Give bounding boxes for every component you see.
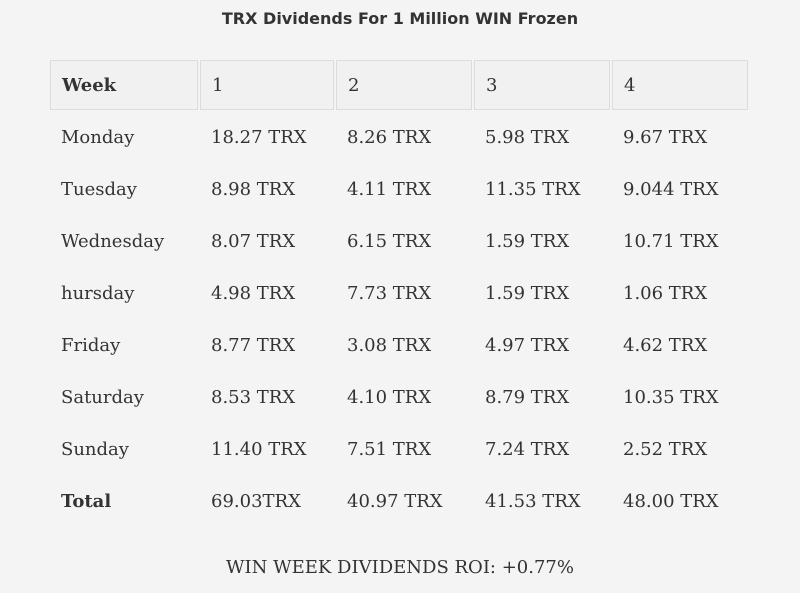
table-cell: 1.59 TRX <box>485 282 570 304</box>
row-label: Total <box>61 490 112 512</box>
column-header-week-4: 4 <box>612 60 748 110</box>
table-cell: 8.53 TRX <box>211 386 296 408</box>
table-cell: 3.08 TRX <box>347 334 432 356</box>
row-label: Tuesday <box>61 178 137 200</box>
column-header-week-1: 1 <box>200 60 334 110</box>
total-row: Total 69.03TRX 40.97 TRX 41.53 TRX 48.00… <box>50 476 748 526</box>
total-cell: 40.97 TRX <box>347 490 443 512</box>
table-cell: 4.11 TRX <box>347 178 432 200</box>
row-label: Monday <box>61 126 135 148</box>
table-cell: 5.98 TRX <box>485 126 570 148</box>
table-cell: 7.73 TRX <box>347 282 432 304</box>
roi-footer: WIN WEEK DIVIDENDS ROI: +0.77% <box>226 557 574 578</box>
table-cell: 4.97 TRX <box>485 334 570 356</box>
table-cell: 11.40 TRX <box>211 438 307 460</box>
table-row: hursday 4.98 TRX 7.73 TRX 1.59 TRX 1.06 … <box>50 268 748 318</box>
table-cell: 8.77 TRX <box>211 334 296 356</box>
table-cell: 7.24 TRX <box>485 438 570 460</box>
column-header-week-2: 2 <box>336 60 472 110</box>
dividends-table: Week 1 2 3 4 Monday 18.27 TRX 8.26 TRX 5… <box>48 58 750 528</box>
table-cell: 8.26 TRX <box>347 126 432 148</box>
table-cell: 18.27 TRX <box>211 126 307 148</box>
chart-title: TRX Dividends For 1 Million WIN Frozen <box>221 9 579 28</box>
table-cell: 10.35 TRX <box>623 386 719 408</box>
table-cell: 1.59 TRX <box>485 230 570 252</box>
total-cell: 41.53 TRX <box>485 490 581 512</box>
table-row: Friday 8.77 TRX 3.08 TRX 4.97 TRX 4.62 T… <box>50 320 748 370</box>
table-cell: 8.79 TRX <box>485 386 570 408</box>
total-cell: 48.00 TRX <box>623 490 719 512</box>
row-label: Wednesday <box>61 230 165 252</box>
table-row: Tuesday 8.98 TRX 4.11 TRX 11.35 TRX 9.04… <box>50 164 748 214</box>
row-label: Sunday <box>61 438 129 460</box>
total-cell: 69.03TRX <box>211 490 301 512</box>
table-cell: 10.71 TRX <box>623 230 719 252</box>
table-row: Wednesday 8.07 TRX 6.15 TRX 1.59 TRX 10.… <box>50 216 748 266</box>
table-row: Sunday 11.40 TRX 7.51 TRX 7.24 TRX 2.52 … <box>50 424 748 474</box>
table-cell: 9.67 TRX <box>623 126 708 148</box>
table-header-row: Week 1 2 3 4 <box>50 60 748 110</box>
table-cell: 7.51 TRX <box>347 438 432 460</box>
table-cell: 4.10 TRX <box>347 386 432 408</box>
table-cell: 8.98 TRX <box>211 178 296 200</box>
row-label: Saturday <box>61 386 144 408</box>
row-label: hursday <box>61 282 135 304</box>
table-cell: 6.15 TRX <box>347 230 432 252</box>
table-cell: 9.044 TRX <box>623 178 719 200</box>
row-label: Friday <box>61 334 121 356</box>
table-cell: 2.52 TRX <box>623 438 708 460</box>
table-cell: 4.62 TRX <box>623 334 708 356</box>
table-cell: 4.98 TRX <box>211 282 296 304</box>
column-header-week: Week <box>50 60 198 110</box>
table-cell: 8.07 TRX <box>211 230 296 252</box>
column-header-week-3: 3 <box>474 60 610 110</box>
table-row: Saturday 8.53 TRX 4.10 TRX 8.79 TRX 10.3… <box>50 372 748 422</box>
table-cell: 1.06 TRX <box>623 282 708 304</box>
table-cell: 11.35 TRX <box>485 178 581 200</box>
table-row: Monday 18.27 TRX 8.26 TRX 5.98 TRX 9.67 … <box>50 112 748 162</box>
